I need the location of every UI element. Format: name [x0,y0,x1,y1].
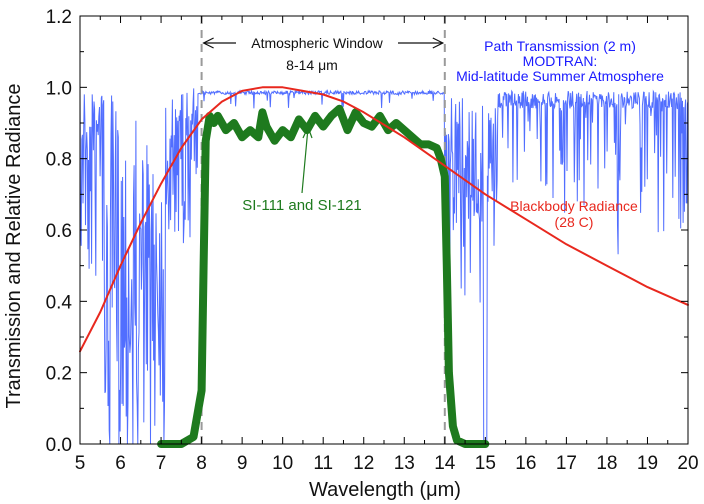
transmission-label-line3: Mid-latitude Summer Atmosphere [456,68,664,84]
sensor-pointer-head [302,125,313,139]
x-tick-label: 11 [313,453,333,474]
x-tick-label: 8 [196,453,207,474]
y-tick-label: 0.2 [46,364,72,385]
transmission-label-line2: MODTRAN: [523,53,598,69]
x-tick-label: 13 [394,453,415,474]
y-tick-label: 0.6 [46,221,72,242]
x-tick-label: 10 [272,453,293,474]
sensor-pointer-line [301,127,309,194]
x-tick-label: 5 [75,453,86,474]
y-tick-label: 1.0 [46,78,72,99]
y-tick-label: 1.2 [46,7,72,28]
x-tick-label: 17 [556,453,577,474]
x-tick-label: 6 [115,453,126,474]
window-arrow-right-head [432,37,445,49]
transmission-label-line1: Path Transmission (2 m) [484,38,636,54]
x-tick-label: 20 [677,453,698,474]
y-axis-label: Transmission and Relative Radiance [3,84,25,409]
window-arrow-left-head [202,37,214,49]
x-tick-label: 18 [596,453,617,474]
x-tick-label: 9 [237,453,248,474]
x-tick-label: 15 [475,453,496,474]
x-tick-label: 12 [353,453,374,474]
y-tick-label: 0.0 [46,435,72,456]
plot-area: 5 6 7 8 9 10 11 12 13 14 15 16 17 18 19 20 0.0 0.2 0.4 0.6 0… [46,7,699,474]
sensor-label: SI-111 and SI-121 [242,197,362,214]
window-label: Atmospheric Window [251,35,383,51]
x-tick-label: 19 [637,453,658,474]
x-axis-label: Wavelength (μm) [309,479,461,501]
sensor-response-line [157,104,490,448]
x-tick-label: 7 [156,453,167,474]
transmission-line [79,88,689,445]
y-tick-label: 0.8 [46,150,72,171]
blackbody-label-line2: (28 C) [555,214,594,230]
y-tick-label: 0.4 [46,292,73,313]
x-tick-label: 14 [434,453,456,474]
blackbody-radiance-line [79,86,689,353]
x-tick-label: 16 [515,453,536,474]
blackbody-label-line1: Blackbody Radiance [510,198,638,214]
window-range-label: 8-14 μm [286,57,338,73]
